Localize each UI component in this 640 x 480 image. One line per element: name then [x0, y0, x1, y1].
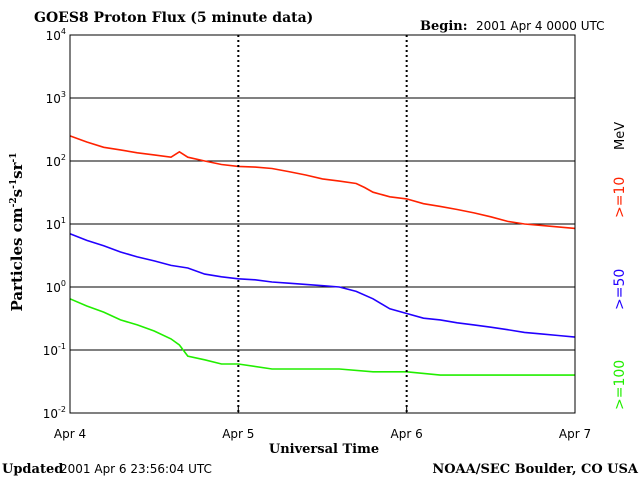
gridlines [70, 97, 575, 351]
y-tick-label-5: 103 [46, 90, 66, 106]
y-tick-label-4: 102 [46, 153, 66, 169]
credit: NOAA/SEC Boulder, CO USA [432, 462, 639, 477]
y-tick-label-2: 100 [46, 279, 66, 295]
x-tick-label-3: Apr 7 [559, 427, 591, 441]
series-line-2 [69, 298, 575, 376]
x-tick-label-0: Apr 4 [54, 427, 86, 441]
legend-entry-10: >=10 [612, 177, 628, 218]
series-line-1 [69, 233, 576, 338]
series-layer [69, 135, 576, 376]
x-tick-label-1: Apr 5 [222, 427, 254, 441]
y-tick-label-1: 10-1 [43, 342, 66, 358]
chart-title: GOES8 Proton Flux (5 minute data) [34, 10, 313, 26]
x-tick-label-2: Apr 6 [391, 427, 423, 441]
y-tick-labels: 10-2 10-1 100 101 102 103 104 [43, 27, 78, 421]
begin-value: 2001 Apr 4 0000 UTC [476, 19, 605, 33]
legend-entry-50: >=50 [612, 269, 628, 310]
y-tick-label-0: 10-2 [43, 405, 66, 421]
begin-label: Begin: [420, 19, 468, 34]
updated-label: Updated [2, 462, 63, 477]
legend-unit: MeV [613, 122, 628, 150]
series-line-0 [69, 135, 576, 230]
y-axis-label: Particles cm-2s-1sr-1 [8, 153, 26, 312]
y-tick-label-6: 104 [46, 27, 66, 43]
updated-value: 2001 Apr 6 23:56:04 UTC [60, 462, 212, 476]
x-axis-label: Universal Time [269, 442, 379, 457]
x-tick-labels: Apr 4 Apr 5 Apr 6 Apr 7 [54, 427, 591, 441]
legend-entry-100: >=100 [612, 360, 628, 410]
y-tick-label-3: 101 [46, 216, 66, 232]
